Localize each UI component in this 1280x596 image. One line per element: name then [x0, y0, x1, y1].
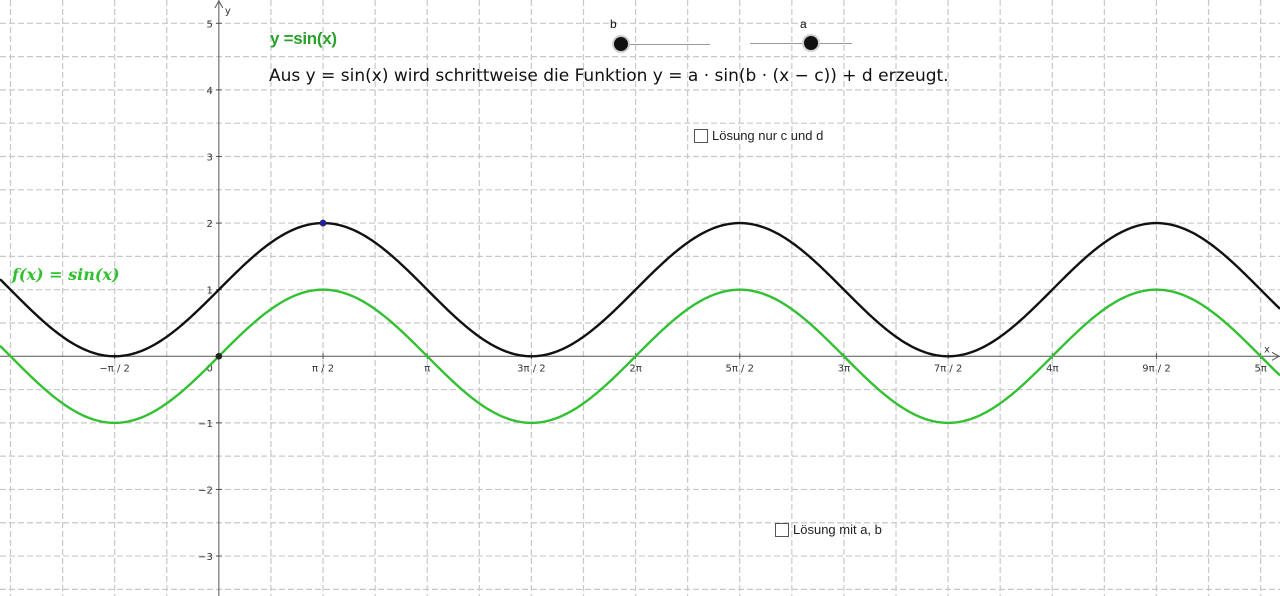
description-text: Aus y = sin(x) wird schrittweise die Fun…	[269, 66, 949, 86]
slider-a-label: a	[800, 17, 807, 31]
curves	[0, 221, 1280, 425]
x-tick-label: π / 2	[312, 363, 334, 374]
x-tick-label: π	[424, 363, 430, 374]
function-label[interactable]: f(x) = sin(x)	[12, 265, 120, 284]
x-axis-label: x	[1264, 344, 1270, 355]
slider-b-label: b	[610, 17, 617, 31]
y-tick-label: 2	[206, 219, 212, 230]
draggable-point[interactable]	[319, 219, 327, 227]
y-tick-label: 1	[206, 286, 212, 297]
origin-label: 0	[206, 363, 212, 374]
y-axis-arrow	[214, 0, 224, 9]
slider-b-knob[interactable]	[614, 37, 628, 51]
checkbox-solution-c-d[interactable]: Lösung nur c und d	[694, 128, 823, 143]
x-tick-label: 4π	[1046, 363, 1058, 374]
origin-point	[215, 352, 223, 360]
x-axis-arrow	[1271, 351, 1280, 361]
checkbox-box[interactable]	[694, 128, 708, 143]
x-tick-label: 3π / 2	[517, 363, 545, 374]
y-tick-label: 3	[206, 152, 212, 163]
tick-labels: −π / 2 π / 2 π 3π / 2 2π 5π / 2 3π 7π / 2 4π 9π /…	[99, 19, 1266, 563]
y-tick-label: −1	[198, 419, 213, 430]
slider-a-track[interactable]	[750, 43, 852, 44]
y-tick-label: −3	[198, 552, 213, 563]
y-axis-label: y	[225, 6, 231, 17]
x-tick-label: 9π / 2	[1142, 363, 1170, 374]
x-tick-label: 5π / 2	[726, 363, 754, 374]
x-tick-label: −π / 2	[99, 363, 130, 374]
checkbox-box[interactable]	[775, 522, 789, 537]
x-tick-label: 7π / 2	[934, 363, 962, 374]
series-line-g	[0, 221, 1280, 358]
x-tick-label: 2π	[629, 363, 641, 374]
y-tick-label: 4	[206, 86, 212, 97]
series-line-f	[0, 288, 1280, 425]
checkbox-label: Lösung mit a, b	[793, 522, 882, 537]
points[interactable]	[215, 219, 327, 360]
y-tick-label: 5	[206, 19, 212, 30]
slider-b-track[interactable]	[620, 44, 710, 45]
title-text: y =sin(x)	[270, 29, 337, 48]
y-tick-label: −2	[198, 485, 213, 496]
x-tick-label: 3π	[838, 363, 850, 374]
checkbox-solution-a-b[interactable]: Lösung mit a, b	[775, 522, 882, 537]
checkbox-label: Lösung nur c und d	[712, 128, 824, 143]
x-tick-label: 5π	[1254, 363, 1266, 374]
slider-a-knob[interactable]	[804, 36, 818, 50]
